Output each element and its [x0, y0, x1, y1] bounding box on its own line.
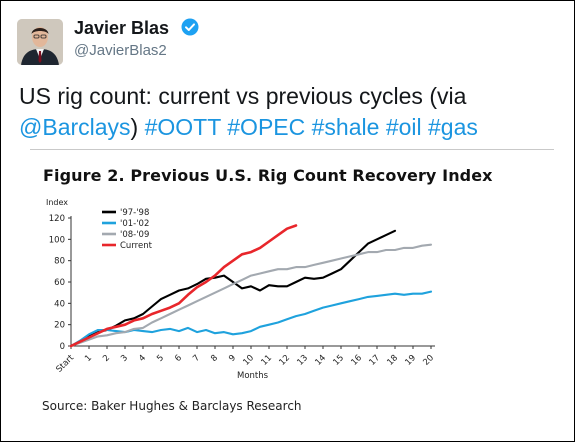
author-name[interactable]: Javier Blas — [74, 18, 170, 38]
tweet-text: US rig count: current vs previous cycles… — [19, 81, 564, 143]
x-tick-label: 7 — [191, 353, 202, 364]
hashtag-link[interactable]: #OOTT — [144, 114, 221, 140]
x-tick-label: 14 — [313, 353, 328, 368]
author-handle[interactable]: @JavierBlas2 — [74, 42, 167, 59]
tweet-text-plain: US rig count: current vs previous cycles… — [19, 83, 467, 109]
y-tick-label: 80 — [54, 257, 65, 267]
figure-source: Source: Baker Hughes & Barclays Research — [42, 399, 302, 413]
x-tick-label: Start — [54, 353, 76, 375]
person-portrait-icon[interactable] — [17, 19, 63, 65]
hashtag-link[interactable]: #shale — [311, 114, 380, 140]
x-tick-label: 12 — [277, 353, 292, 368]
x-tick-label: 13 — [295, 353, 310, 368]
series-line — [69, 243, 433, 348]
x-tick-label: 6 — [173, 353, 184, 364]
x-tick-label: 5 — [155, 353, 166, 364]
hashtag-link[interactable]: #oil — [385, 114, 422, 140]
x-tick-label: 18 — [385, 353, 400, 368]
y-tick-label: 0 — [60, 342, 65, 352]
y-tick-label: 100 — [49, 235, 65, 245]
legend-label: '08-'09 — [120, 230, 149, 240]
x-tick-label: 2 — [101, 353, 112, 364]
legend-label: Current — [120, 241, 153, 251]
tweet-text-close: ) — [130, 114, 139, 140]
mention-link[interactable]: @Barclays — [19, 114, 131, 140]
series-line — [69, 224, 298, 348]
y-tick-label: 20 — [54, 321, 65, 331]
x-tick-label: 19 — [403, 353, 418, 368]
series-line — [69, 290, 433, 348]
series-line — [69, 229, 397, 348]
legend-label: '01-'02 — [120, 219, 149, 229]
x-tick-label: 20 — [421, 353, 436, 368]
media-divider — [30, 149, 554, 150]
x-axis-label: Months — [237, 371, 269, 381]
hashtag-link[interactable]: #gas — [428, 114, 478, 140]
y-axis-label: Index — [46, 198, 68, 207]
legend-label: '97-'98 — [120, 208, 149, 218]
y-tick-label: 120 — [49, 214, 65, 224]
x-tick-label: 1 — [83, 353, 94, 364]
y-tick-label: 40 — [54, 299, 65, 309]
x-tick-label: 8 — [209, 353, 220, 364]
x-tick-label: 10 — [241, 353, 256, 368]
y-tick-label: 60 — [54, 278, 65, 288]
figure-title: Figure 2. Previous U.S. Rig Count Recove… — [43, 166, 493, 185]
x-tick-label: 15 — [331, 353, 346, 368]
x-tick-label: 16 — [349, 353, 364, 368]
verified-badge-icon — [181, 18, 199, 36]
x-tick-label: 4 — [137, 353, 148, 364]
x-tick-label: 3 — [119, 353, 130, 364]
hashtag-link[interactable]: #OPEC — [227, 114, 306, 140]
x-tick-label: 17 — [367, 353, 382, 368]
attached-figure[interactable]: Figure 2. Previous U.S. Rig Count Recove… — [30, 150, 554, 429]
x-tick-label: 9 — [227, 353, 238, 364]
x-tick-label: 11 — [259, 353, 274, 368]
